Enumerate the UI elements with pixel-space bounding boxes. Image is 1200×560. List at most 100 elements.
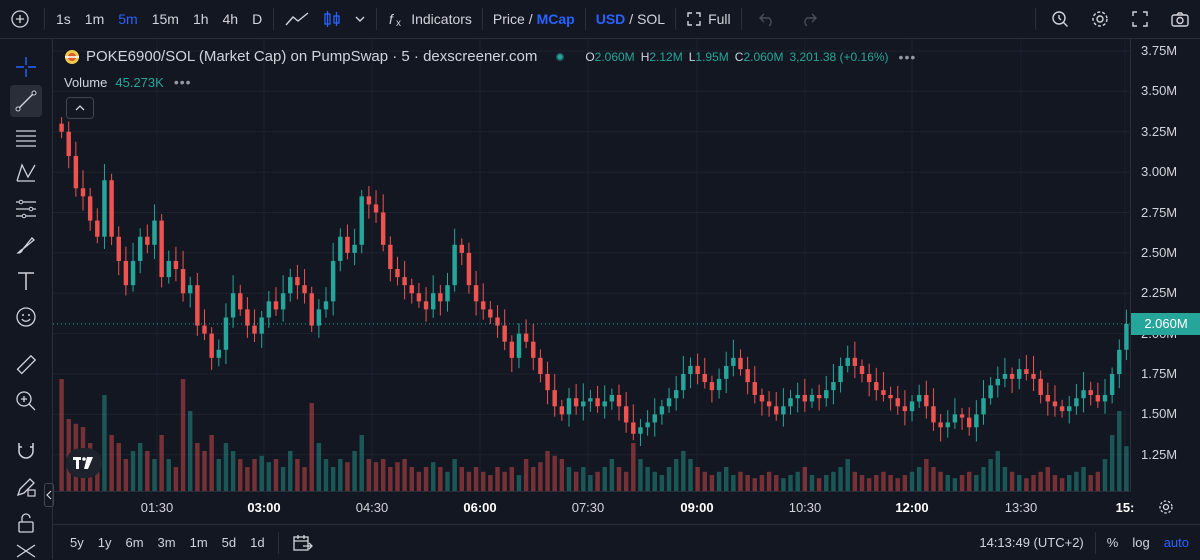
volume-bar [573, 471, 579, 491]
clock-timezone[interactable]: 14:13:49 (UTC+2) [979, 535, 1084, 550]
candle-body [609, 394, 615, 402]
candle-body [80, 188, 86, 197]
undo-button[interactable] [746, 0, 788, 38]
line-chart-type-button[interactable] [278, 0, 316, 38]
brush-icon [16, 237, 35, 254]
candle-body [380, 212, 386, 245]
volume-bar [316, 443, 322, 491]
interval-D[interactable]: D [252, 11, 263, 27]
range-5d[interactable]: 5d [221, 535, 237, 550]
volume-bar [538, 462, 543, 491]
volume-bar [781, 478, 786, 491]
candle-body [559, 406, 565, 415]
candle-body [824, 390, 829, 399]
hide-tool[interactable] [10, 539, 42, 559]
candle-body [838, 365, 843, 383]
range-3m[interactable]: 3m [157, 535, 176, 550]
ruler-tool[interactable] [10, 349, 42, 381]
time-axis[interactable]: 01:30 03:00 04:30 06:00 07:30 09:00 10:30 12:00… [53, 491, 1173, 524]
emoji-tool[interactable] [10, 301, 42, 333]
candle-body [309, 293, 314, 326]
lock-drawing-tool[interactable] [10, 471, 42, 503]
candle-body [87, 196, 93, 221]
volume-bar [273, 459, 279, 491]
interval-1m[interactable]: 1m [84, 11, 105, 27]
trend-line-tool[interactable] [10, 85, 42, 117]
price-tick: 1.75M [1141, 366, 1178, 381]
candle-body [395, 269, 400, 278]
candle-body [402, 277, 407, 286]
candle-body [173, 260, 179, 270]
range-5y[interactable]: 5y [70, 535, 84, 550]
brush-tool[interactable] [10, 229, 42, 261]
fullscreen-button[interactable]: Full [680, 0, 737, 38]
fib-icon [16, 199, 36, 219]
currency-toggle[interactable]: USD / SOL [590, 0, 671, 38]
axis-settings-button[interactable] [1158, 499, 1174, 520]
time-tick: 09:00 [680, 500, 714, 515]
volume-bar [502, 471, 507, 491]
candle-body [123, 260, 129, 286]
text-tool[interactable] [10, 265, 42, 297]
toolbar-collapse-handle[interactable] [44, 483, 54, 507]
screenshot-button[interactable] [1160, 0, 1200, 38]
price-axis[interactable]: 3.75M3.50M3.25M3.00M2.75M2.50M2.25M2.00M… [1130, 39, 1200, 491]
settings-button[interactable] [1080, 0, 1120, 38]
fib-tool[interactable] [10, 193, 42, 225]
volume-more-button[interactable]: ••• [173, 74, 192, 90]
interval-1s[interactable]: 1s [56, 11, 71, 27]
lock-all-tool[interactable] [10, 507, 42, 539]
range-1d[interactable]: 1d [250, 535, 265, 550]
range-6m[interactable]: 6m [125, 535, 144, 550]
crosshair-tool[interactable] [10, 51, 42, 83]
volume-bar [1081, 467, 1086, 491]
legend-collapse-button[interactable] [66, 97, 94, 119]
volume-bar [330, 467, 336, 491]
ohlc-close: C2.060M [735, 50, 784, 64]
tradingview-logo[interactable] [66, 448, 102, 478]
volume-bar [645, 467, 650, 491]
chart-area[interactable] [53, 39, 1130, 491]
horizontal-lines-tool[interactable] [10, 121, 42, 153]
redo-button[interactable] [788, 0, 830, 38]
candle-body [966, 417, 972, 428]
interval-1h[interactable]: 1h [192, 11, 209, 27]
percent-toggle[interactable]: % [1106, 535, 1119, 550]
date-range-button[interactable] [283, 534, 323, 552]
fullscreen-toggle-button[interactable] [1120, 0, 1160, 38]
candle-body [1024, 369, 1029, 374]
candle-body [688, 365, 693, 374]
candle-body [545, 374, 550, 391]
candle-body [1002, 374, 1008, 379]
legend-more-button[interactable]: ••• [898, 48, 917, 65]
volume-bar [409, 467, 414, 491]
interval-4h[interactable]: 4h [222, 11, 239, 27]
candle-body [859, 365, 865, 374]
quick-search-button[interactable] [1040, 0, 1080, 38]
log-toggle[interactable]: log [1132, 535, 1150, 550]
magnet-tool[interactable] [10, 435, 42, 467]
auto-toggle[interactable]: auto [1163, 535, 1189, 550]
calendar-goto-icon [292, 534, 313, 551]
pattern-tool[interactable] [10, 157, 42, 189]
zoom-tool[interactable] [10, 385, 42, 417]
price-mcap-toggle[interactable]: Price / MCap [487, 0, 581, 38]
chart-type-dropdown[interactable] [348, 0, 372, 38]
range-1y[interactable]: 1y [97, 535, 112, 550]
symbol-title[interactable]: POKE6900/SOL (Market Cap) on PumpSwap · … [86, 48, 538, 65]
volume-bar [302, 467, 307, 491]
interval-5m[interactable]: 5m [118, 11, 138, 27]
range-1m[interactable]: 1m [189, 535, 208, 550]
add-symbol-button[interactable] [0, 0, 40, 38]
candle-body [245, 309, 250, 326]
interval-15m[interactable]: 15m [151, 11, 179, 27]
volume-bar [459, 467, 465, 491]
volume-bar [123, 459, 129, 491]
candle-body [473, 285, 479, 302]
candle-body [452, 244, 457, 286]
volume-bar [102, 395, 107, 491]
candle-chart-type-button[interactable] [316, 0, 348, 38]
volume-bar [595, 471, 600, 491]
